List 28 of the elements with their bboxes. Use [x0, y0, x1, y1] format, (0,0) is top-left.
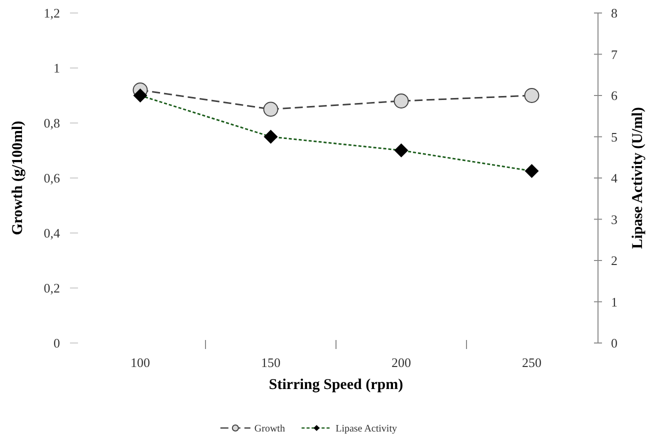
- point: [524, 88, 540, 103]
- legend-label: Growth: [254, 424, 285, 434]
- y2-tick-label: 8: [611, 6, 618, 21]
- x-tick-label: 150: [261, 355, 280, 370]
- y-tick-label: 1: [54, 60, 60, 76]
- legend-label: Lipase Activity: [336, 424, 397, 434]
- y-tick-label: 0,4: [44, 226, 60, 241]
- point: [394, 94, 409, 108]
- y-tick-label: 1,2: [44, 6, 60, 21]
- x-tick-label: 200: [392, 355, 411, 370]
- x-tick-label: 250: [522, 355, 542, 370]
- y-tick-label: 0,8: [44, 116, 60, 131]
- y2-tick-label: 4: [611, 170, 618, 186]
- y2-tick-label: 0: [611, 336, 618, 351]
- y-tick-label: 0,6: [44, 170, 60, 186]
- y2-tick-label: 3: [611, 212, 618, 227]
- y-tick-label: 0: [54, 336, 60, 351]
- y2-tick-label: 7: [611, 46, 618, 62]
- y-axis-title: Growth (g/100ml): [10, 120, 26, 236]
- x-tick-label: 100: [130, 355, 150, 370]
- y2-tick-label: 5: [611, 129, 618, 144]
- y2-tick-label: 2: [611, 253, 618, 268]
- y-tick-label: 0,2: [44, 280, 60, 296]
- y2-tick-label: 1: [611, 294, 618, 310]
- x-axis-title: Stirring Speed (rpm): [268, 377, 404, 393]
- y2-axis-title: Lipase Activity (U/ml): [630, 107, 646, 249]
- point: [263, 102, 278, 117]
- y2-tick-label: 6: [611, 88, 618, 104]
